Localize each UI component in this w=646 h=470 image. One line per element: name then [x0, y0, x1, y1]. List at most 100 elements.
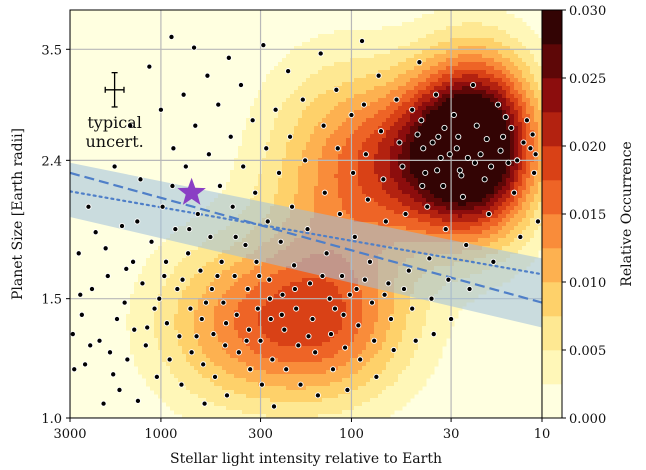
heatmap-cell	[498, 82, 503, 87]
heatmap-cell	[450, 210, 455, 215]
heatmap-cell	[482, 62, 487, 67]
heatmap-cell	[518, 90, 523, 95]
heatmap-cell	[382, 114, 387, 119]
heatmap-cell	[526, 62, 531, 67]
heatmap-cell	[382, 78, 387, 83]
heatmap-cell	[366, 58, 371, 63]
heatmap-cell	[394, 70, 399, 75]
heatmap-cell	[538, 146, 542, 151]
heatmap-cell	[190, 262, 195, 267]
heatmap-cell	[166, 274, 171, 279]
heatmap-cell	[326, 134, 331, 139]
heatmap-cell	[506, 86, 511, 91]
heatmap-cell	[522, 182, 527, 187]
heatmap-cell	[274, 94, 279, 99]
heatmap-cell	[458, 18, 463, 23]
heatmap-cell	[206, 250, 211, 255]
heatmap-cell	[274, 278, 279, 283]
heatmap-cell	[482, 82, 487, 87]
heatmap-cell	[358, 118, 363, 123]
heatmap-cell	[446, 82, 451, 87]
heatmap-cell	[330, 206, 335, 211]
heatmap-cell	[262, 162, 267, 167]
heatmap-cell	[282, 182, 287, 187]
heatmap-cell	[206, 266, 211, 271]
heatmap-cell	[314, 182, 319, 187]
heatmap-cell	[346, 170, 351, 175]
heatmap-cell	[494, 58, 499, 63]
heatmap-cell	[450, 118, 455, 123]
heatmap-cell	[466, 86, 471, 91]
heatmap-cell	[422, 98, 427, 103]
heatmap-cell	[510, 242, 515, 247]
heatmap-cell	[358, 150, 363, 155]
heatmap-cell	[478, 178, 483, 183]
heatmap-cell	[430, 74, 435, 79]
heatmap-cell	[290, 138, 295, 143]
heatmap-cell	[478, 198, 483, 203]
heatmap-cell	[362, 114, 367, 119]
heatmap-cell	[390, 186, 395, 191]
heatmap-cell	[286, 114, 291, 119]
heatmap-cell	[466, 182, 471, 187]
heatmap-cell	[318, 174, 323, 179]
heatmap-cell	[318, 150, 323, 155]
heatmap-cell	[482, 226, 487, 231]
heatmap-cell	[250, 194, 255, 199]
heatmap-cell	[442, 14, 447, 19]
heatmap-cell	[490, 210, 495, 215]
heatmap-cell	[530, 122, 535, 127]
heatmap-cell	[526, 162, 531, 167]
heatmap-cell	[526, 74, 531, 79]
heatmap-cell	[506, 122, 511, 127]
heatmap-cell	[522, 126, 527, 131]
heatmap-cell	[462, 106, 467, 111]
heatmap-cell	[422, 26, 427, 31]
heatmap-cell	[458, 22, 463, 27]
heatmap-cell	[486, 18, 491, 23]
heatmap-cell	[426, 194, 431, 199]
heatmap-cell	[446, 182, 451, 187]
heatmap-cell	[350, 78, 355, 83]
heatmap-cell	[426, 182, 431, 187]
heatmap-cell	[262, 170, 267, 175]
heatmap-cell	[506, 74, 511, 79]
heatmap-cell	[306, 62, 311, 67]
heatmap-cell	[298, 62, 303, 67]
heatmap-cell	[530, 190, 535, 195]
heatmap-cell	[342, 182, 347, 187]
heatmap-cell	[310, 198, 315, 203]
heatmap-cell	[514, 70, 519, 75]
heatmap-cell	[478, 62, 483, 67]
heatmap-cell	[510, 98, 515, 103]
heatmap-cell	[442, 190, 447, 195]
heatmap-cell	[166, 278, 171, 283]
heatmap-cell	[490, 238, 495, 243]
heatmap-cell	[506, 90, 511, 95]
heatmap-cell	[502, 106, 507, 111]
heatmap-cell	[250, 146, 255, 151]
heatmap-cell	[362, 74, 367, 79]
heatmap-cell	[402, 46, 407, 51]
heatmap-cell	[418, 138, 423, 143]
heatmap-cell	[390, 82, 395, 87]
heatmap-cell	[362, 66, 367, 71]
heatmap-cell	[422, 194, 427, 199]
heatmap-cell	[534, 246, 539, 251]
heatmap-cell	[390, 134, 395, 139]
heatmap-cell	[362, 82, 367, 87]
heatmap-cell	[498, 62, 503, 67]
heatmap-cell	[390, 42, 395, 47]
heatmap-cell	[338, 34, 343, 39]
heatmap-cell	[510, 250, 515, 255]
heatmap-cell	[450, 26, 455, 31]
heatmap-cell	[298, 114, 303, 119]
heatmap-cell	[422, 130, 427, 135]
heatmap-cell	[462, 190, 467, 195]
heatmap-cell	[358, 70, 363, 75]
heatmap-cell	[530, 62, 535, 67]
heatmap-cell	[486, 62, 491, 67]
heatmap-cell	[274, 78, 279, 83]
heatmap-cell	[278, 102, 283, 107]
heatmap-cell	[474, 198, 479, 203]
